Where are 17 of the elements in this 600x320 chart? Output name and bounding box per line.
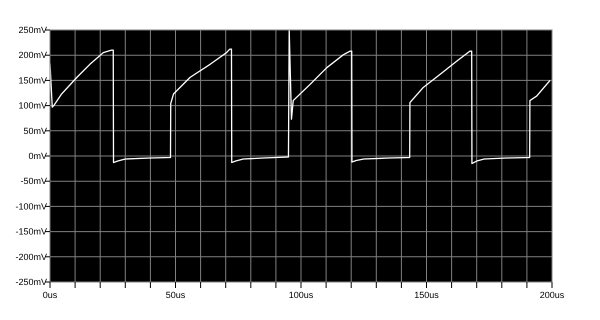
x-tick-label: 100us <box>288 290 314 300</box>
y-tick-label: 250mV <box>18 25 47 35</box>
y-tick-label: 200mV <box>18 50 47 60</box>
y-tick-label: -150mV <box>15 226 47 237</box>
y-tick-label: 100mV <box>18 100 47 111</box>
x-tick-label: 0us <box>42 290 58 300</box>
y-tick-label: -50mV <box>20 176 47 186</box>
y-tick-label: 0mV <box>28 151 47 161</box>
y-tick-label: -100mV <box>15 201 47 212</box>
y-tick-label: 150mV <box>18 75 47 86</box>
y-tick-label: 50mV <box>23 126 47 136</box>
line-series <box>49 29 551 164</box>
x-tick-label: 200us <box>540 290 565 300</box>
y-tick-label: -250mV <box>15 277 47 287</box>
x-tick-label: 150us <box>414 290 440 300</box>
x-tick-label: 50us <box>166 290 186 300</box>
y-tick-label: -200mV <box>15 252 47 262</box>
